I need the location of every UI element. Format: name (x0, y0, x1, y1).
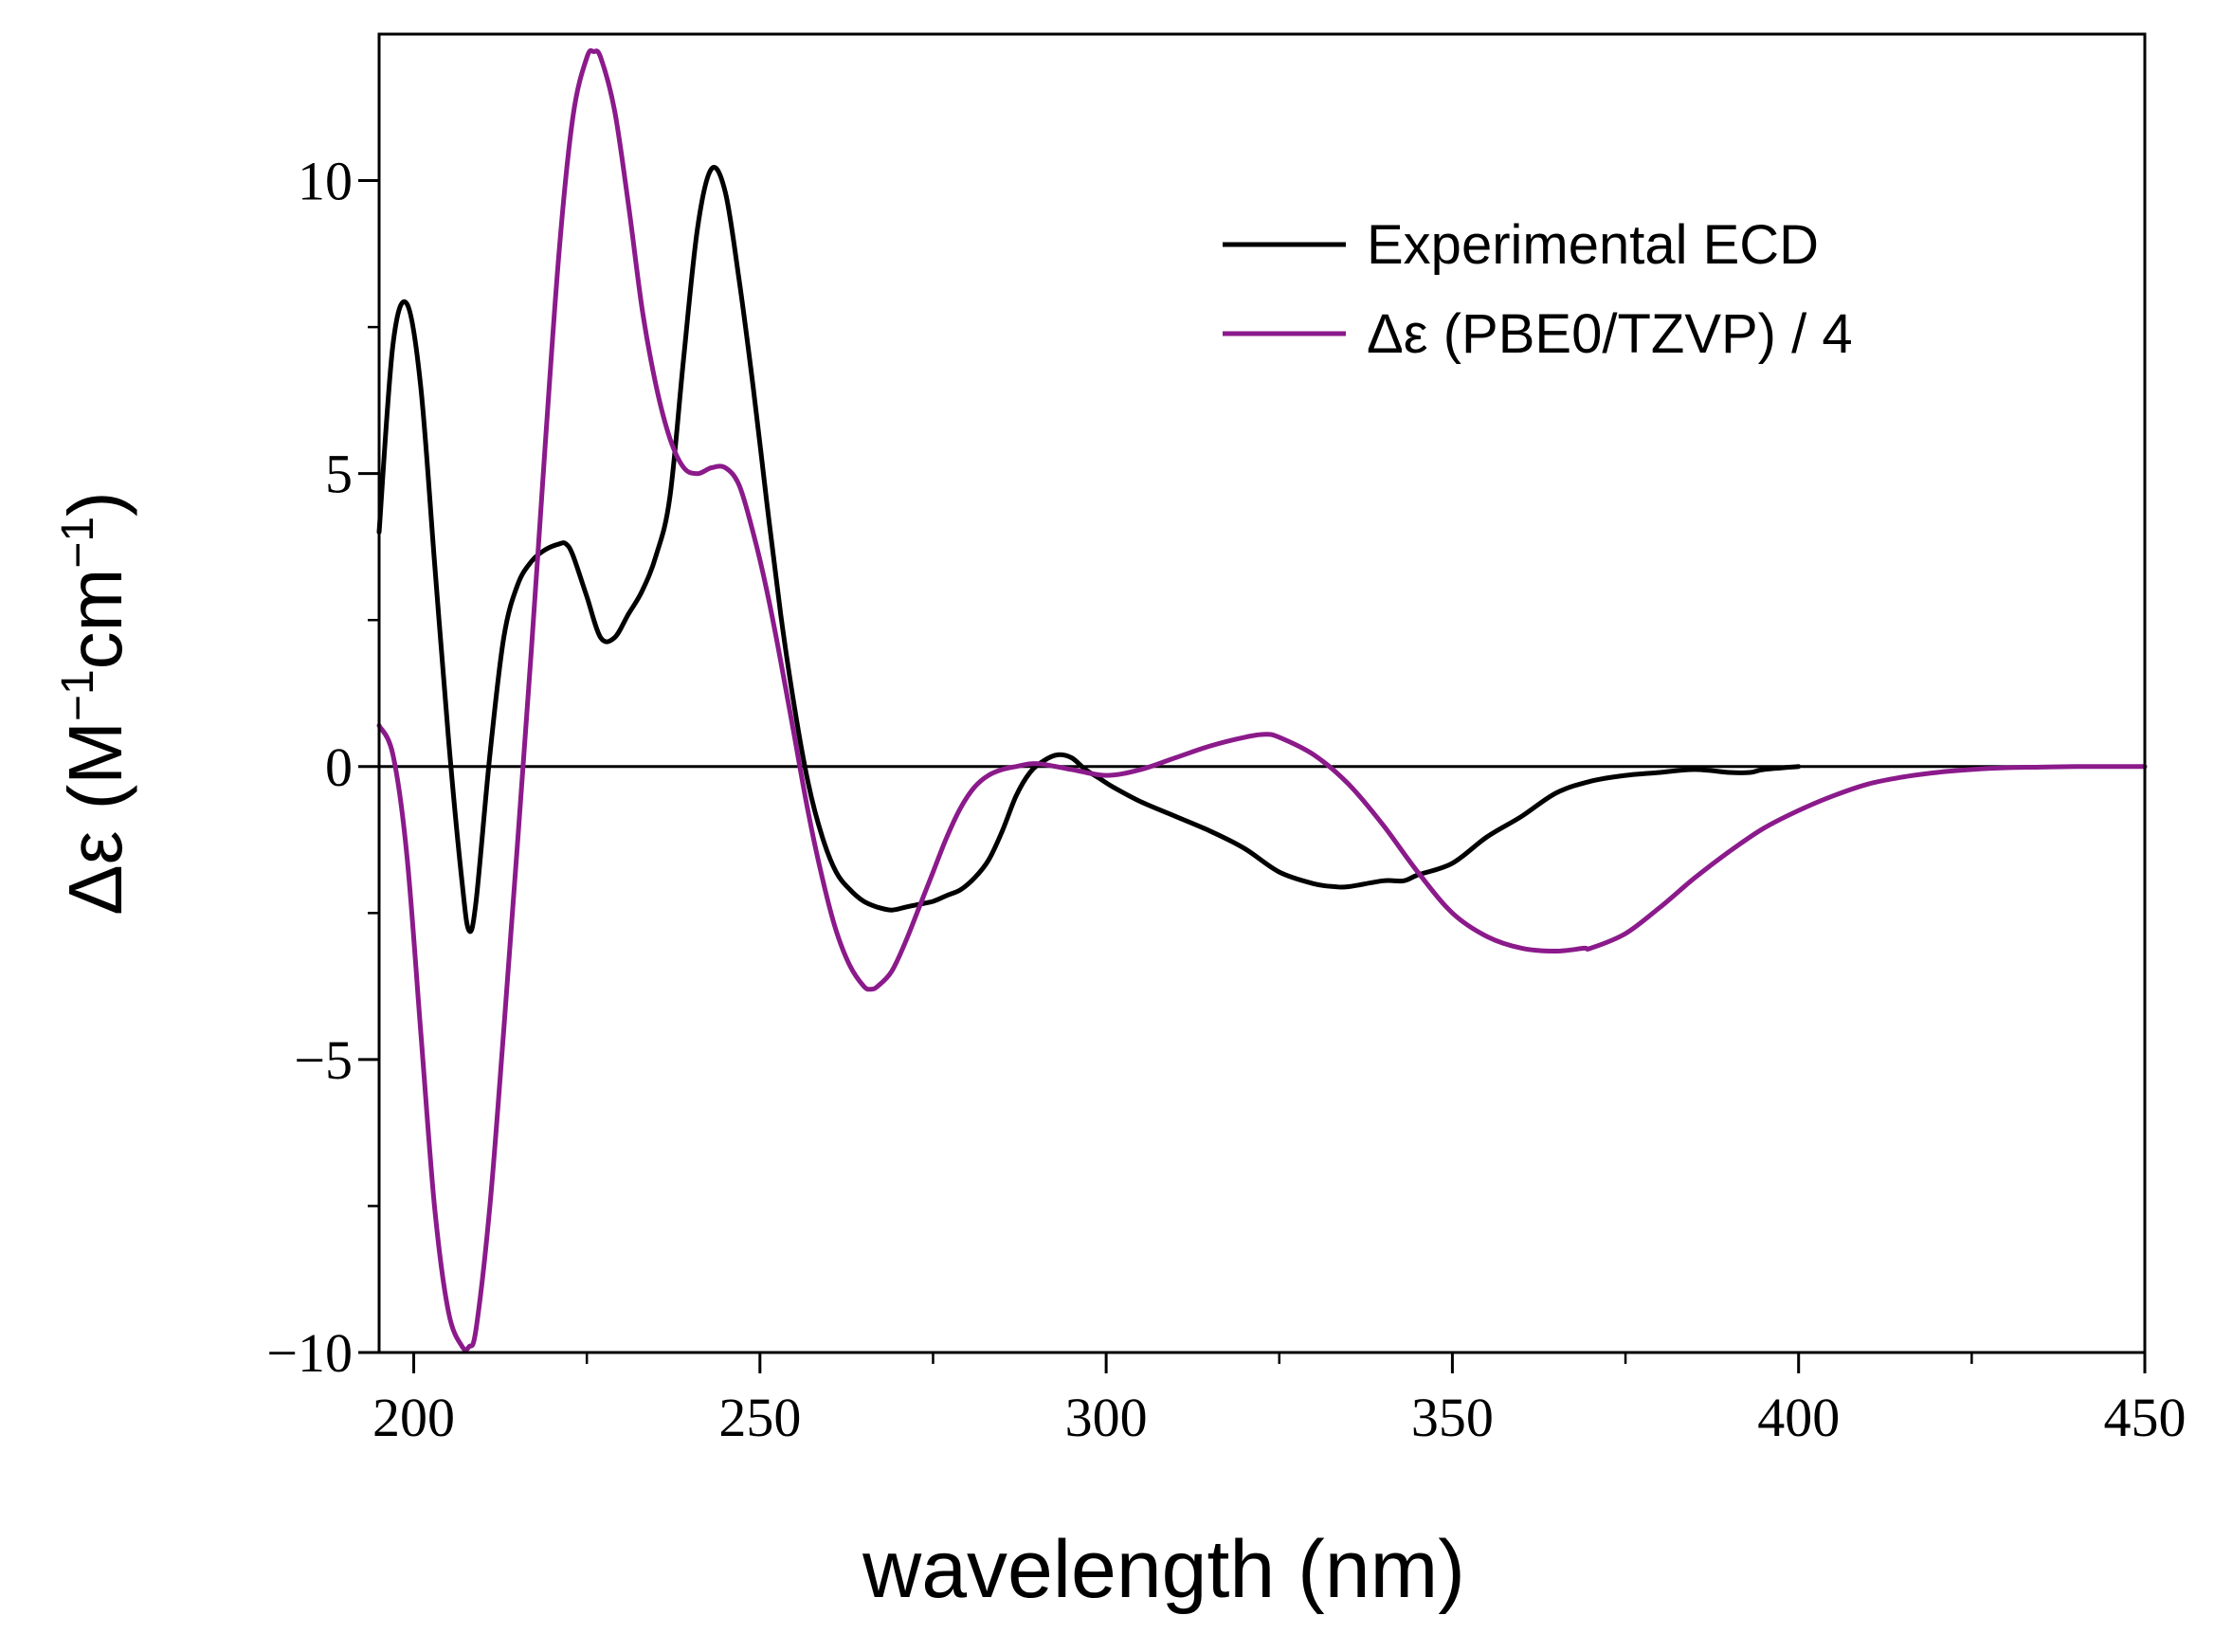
y-axis-unit-exp1: −1 (53, 669, 103, 721)
x-tick-label: 250 (718, 1387, 801, 1448)
y-axis-title: Δε (M−1cm−1) (53, 491, 137, 915)
legend-label-experimental: Experimental ECD (1367, 214, 1819, 276)
y-axis-unit-exp2: −1 (53, 517, 103, 569)
y-axis-symbol: Δε (53, 831, 137, 916)
legend-label-calculated: Δε (PBE0/TZVP) / 4 (1367, 303, 1853, 365)
y-tick-label: 10 (298, 151, 353, 212)
series-line-calculated (376, 47, 2148, 1352)
x-tick-label: 350 (1411, 1387, 1494, 1448)
series-group (376, 47, 2148, 1352)
legend: Experimental ECD Δε (PBE0/TZVP) / 4 (1223, 214, 1853, 365)
y-axis-unit-close: ) (53, 491, 137, 517)
y-axis-unit-open: (M (53, 721, 137, 831)
x-tick-label: 300 (1065, 1387, 1148, 1448)
y-tick-label: 0 (325, 736, 353, 798)
y-axis-unit-mid: cm (53, 569, 137, 670)
y-ticks: −10 −5 0 5 10 (266, 151, 379, 1384)
plot-frame (377, 32, 2147, 1354)
x-tick-label: 450 (2104, 1387, 2187, 1448)
y-tick-label: −10 (266, 1322, 353, 1384)
x-ticks: 200 250 300 350 400 450 (372, 1352, 2187, 1448)
x-tick-label: 400 (1757, 1387, 1840, 1448)
x-axis-title: wavelength (nm) (862, 1524, 1465, 1615)
y-tick-label: −5 (294, 1029, 353, 1091)
series-line-experimental (376, 165, 1802, 935)
y-tick-label: 5 (325, 444, 353, 505)
x-tick-label: 200 (372, 1387, 455, 1448)
